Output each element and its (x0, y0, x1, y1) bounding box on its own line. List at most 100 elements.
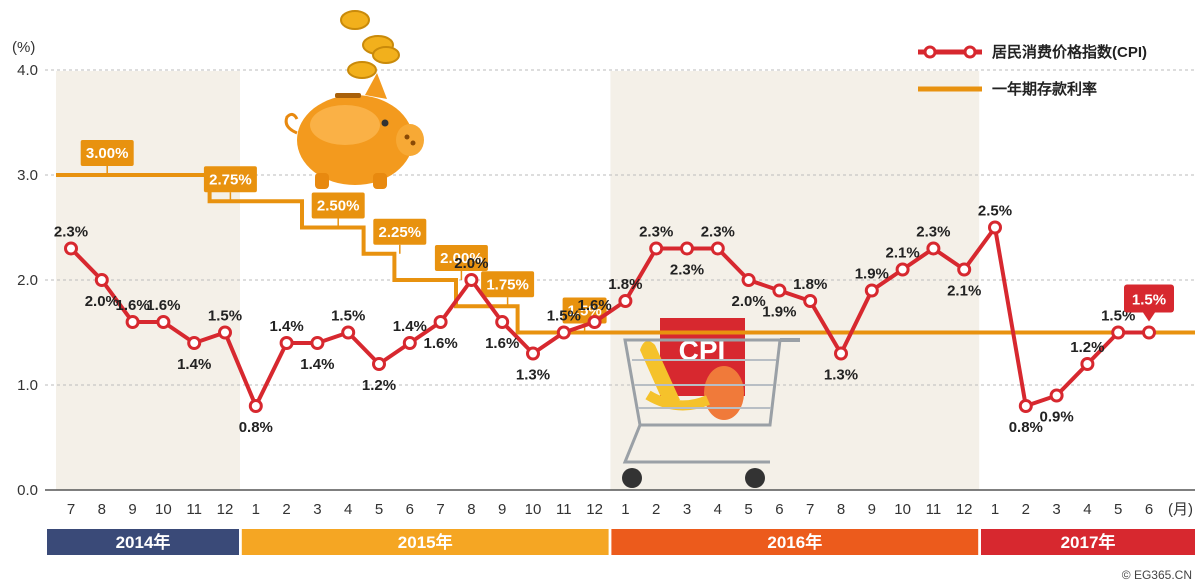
cpi-point (156, 315, 171, 329)
x-tick-label: 7 (436, 501, 444, 518)
x-tick-label: 9 (868, 501, 876, 518)
piggy-bank-icon (284, 73, 424, 189)
deposit-rate-labels: 3.00% 2.75% 2.50% 2.25% 2.00%1.75% 1.5% (80, 140, 607, 333)
cpi-data-label: 1.5% (208, 308, 242, 325)
cpi-point (464, 273, 479, 287)
cpi-data-label: 1.3% (824, 367, 858, 384)
x-tick-label: 6 (775, 501, 783, 518)
cpi-data-label: 1.6% (485, 335, 519, 352)
legend-rate-label: 一年期存款利率 (992, 80, 1097, 98)
x-axis: (月) 7 8 9 10 11 12 1 2 3 4 5 6 7 8 9 10 11 12 1 2 3 4 5 6 7 8 9 10 1… (67, 501, 1193, 518)
rate-step-label-box (373, 218, 427, 245)
x-tick-label: 7 (67, 501, 75, 518)
x-tick-label: 3 (1052, 501, 1060, 518)
rate-step-label-box (80, 140, 134, 166)
cpi-data-label: 1.6% (423, 335, 457, 352)
cpi-data-label: 1.4% (300, 356, 334, 373)
year-label: 2016年 (767, 532, 822, 552)
year-label: 2017年 (1061, 532, 1116, 552)
x-tick-label: 2 (1022, 501, 1030, 518)
cpi-point (1111, 325, 1126, 340)
cpi-data-label: 0.8% (1009, 419, 1043, 436)
rate-step-label-box (203, 166, 257, 193)
legend: 居民消费价格指数(CPI) 一年期存款利率 (918, 43, 1147, 98)
x-tick-label: 6 (1145, 501, 1153, 518)
cpi-point (556, 325, 571, 340)
cpi-series (69, 225, 1149, 408)
cpi-data-label: 1.4% (269, 318, 303, 335)
x-tick-label: 7 (806, 501, 814, 518)
cpi-point (495, 315, 510, 329)
grid-lines (45, 69, 1195, 491)
cpi-point (895, 262, 910, 277)
cpi-point (1142, 325, 1156, 340)
highlight-label-box (1124, 284, 1174, 313)
x-tick-label: 10 (525, 501, 542, 518)
cpi-data-label: 1.6% (115, 297, 149, 314)
year-bar: 2014年 2015年 2016年 2017年 (47, 529, 1195, 555)
cpi-data-label: 0.9% (1039, 409, 1073, 426)
cpi-point (680, 241, 694, 256)
cpi-data-label: 1.2% (362, 377, 396, 394)
x-tick-label: 2 (282, 501, 290, 518)
rate-step-label: 1.75% (486, 276, 529, 293)
rate-step-label-box (481, 271, 535, 298)
cpi-data-label: 2.3% (54, 224, 88, 241)
legend-cpi-marker-right (963, 45, 977, 59)
cpi-point (988, 220, 1002, 235)
cpi-data-label: 1.8% (608, 276, 642, 293)
x-tick-label: 12 (956, 501, 973, 518)
cpi-data-label: 2.0% (85, 293, 119, 310)
x-tick-label: 10 (894, 501, 911, 518)
cpi-data-label: 1.4% (393, 318, 427, 335)
cpi-point (94, 273, 109, 287)
cpi-data-label: 2.1% (947, 283, 981, 300)
rate-step-label: 2.75% (209, 171, 252, 188)
cpi-point (957, 262, 972, 277)
cpi-points (64, 220, 1156, 413)
x-tick-label: 4 (1083, 501, 1091, 518)
cpi-data-label: 1.8% (793, 276, 827, 293)
x-tick-label: 5 (1114, 501, 1122, 518)
legend-cpi-label: 居民消费价格指数(CPI) (992, 43, 1147, 61)
cpi-data-label: 1.6% (146, 297, 180, 314)
x-tick-label: 8 (98, 501, 106, 518)
cpi-point (279, 336, 294, 350)
year-segment (981, 529, 1195, 555)
x-tick-label: 3 (313, 501, 321, 518)
cpi-point (741, 273, 756, 287)
cpi-data-label: 2.0% (454, 255, 488, 272)
cpi-data-label: 2.0% (731, 293, 765, 310)
cpi-data-label: 1.9% (762, 304, 796, 321)
cpi-point (772, 283, 787, 298)
cpi-data-label: 2.3% (670, 262, 704, 279)
x-tick-label: 2 (652, 501, 660, 518)
x-tick-label: 4 (344, 501, 352, 518)
x-tick-label: 5 (744, 501, 752, 518)
x-tick-label: 1 (991, 501, 999, 518)
cpi-line (69, 225, 1149, 408)
rate-step-label-box (311, 192, 365, 219)
x-tick-label: 12 (586, 501, 603, 518)
cpi-data-label: 2.3% (701, 224, 735, 241)
x-tick-label: 11 (186, 501, 202, 518)
cpi-point (64, 241, 78, 256)
cpi-point (1018, 399, 1033, 413)
cpi-data-label: 2.3% (916, 224, 950, 241)
cpi-data-label: 1.3% (516, 367, 550, 384)
cpi-data-label: 2.3% (639, 224, 673, 241)
cpi-point (803, 294, 818, 308)
y-tick-label: 2.0 (17, 272, 38, 289)
year-segment (611, 529, 979, 555)
cpi-point (402, 336, 417, 350)
cpi-point (587, 315, 602, 329)
cpi-point (187, 336, 202, 350)
rate-step-label: 2.25% (379, 224, 422, 241)
cpi-point (834, 346, 848, 361)
y-tick-label: 0.0 (17, 482, 38, 499)
highlight-label-pointer (1143, 312, 1155, 322)
cpi-point (926, 241, 941, 256)
cpi-point (1049, 388, 1064, 403)
cpi-data-labels: 2.3%2.0%1.6%1.6%1.4%1.5%0.8%1.4%1.4%1.5%… (54, 203, 1174, 436)
